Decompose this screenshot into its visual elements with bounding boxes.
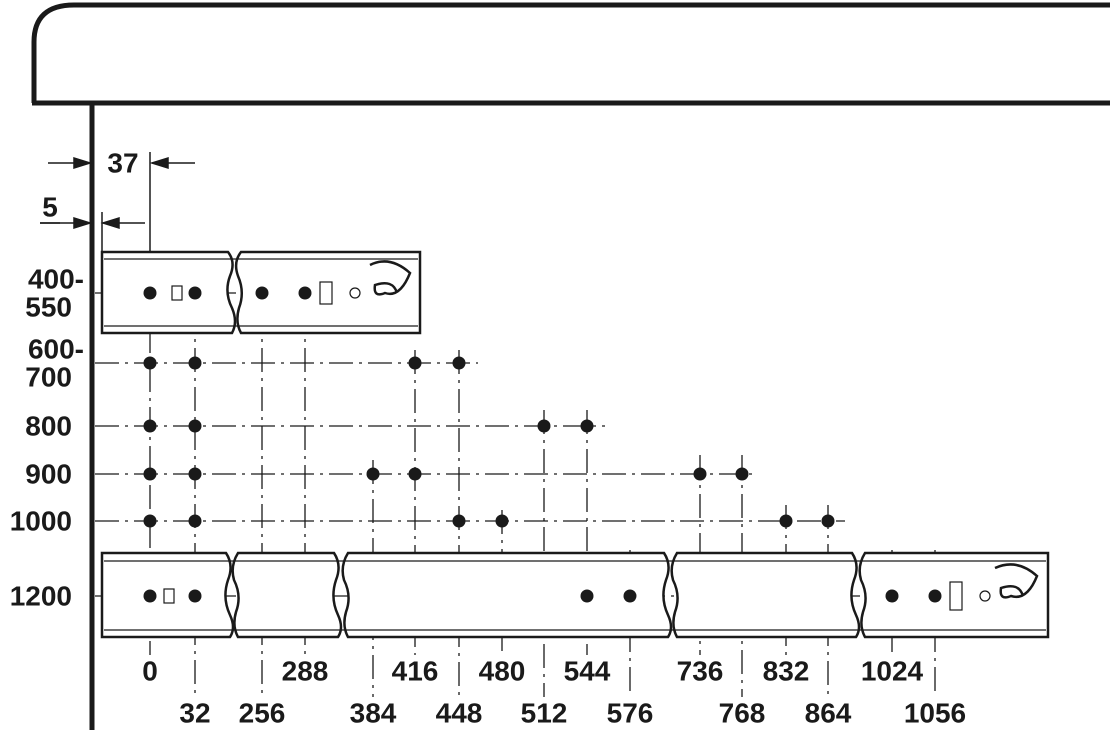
column-label: 480: [479, 655, 526, 686]
dimension-label: 37: [107, 147, 138, 178]
hole: [580, 419, 594, 433]
hole: [188, 356, 202, 370]
hole: [188, 467, 202, 481]
column-label: 832: [763, 655, 810, 686]
hole: [255, 286, 269, 300]
row-label: 1200: [10, 580, 72, 611]
column-label: 1024: [861, 655, 924, 686]
column-label: 256: [239, 697, 286, 728]
hole: [143, 589, 157, 603]
row-label: 700: [25, 361, 72, 392]
column-label: 288: [282, 655, 329, 686]
hole: [495, 514, 509, 528]
column-label: 736: [677, 655, 724, 686]
hole: [623, 589, 637, 603]
hole: [143, 356, 157, 370]
hole: [188, 514, 202, 528]
row-label: 550: [25, 291, 72, 322]
hole: [928, 589, 942, 603]
column-label: 1056: [904, 697, 966, 728]
hole: [143, 514, 157, 528]
column-label: 0: [142, 655, 158, 686]
hole: [143, 286, 157, 300]
hole: [735, 467, 749, 481]
column-label: 512: [521, 697, 568, 728]
hole: [188, 589, 202, 603]
hole: [408, 467, 422, 481]
column-label: 448: [436, 697, 483, 728]
drawer-rails: [100, 250, 1050, 639]
row-label: 800: [25, 410, 72, 441]
row-label: 400-: [28, 263, 84, 294]
dimension-37: [40, 152, 195, 290]
hole: [366, 467, 380, 481]
column-label: 32: [179, 697, 210, 728]
hole: [188, 419, 202, 433]
dimension-label: 5: [42, 191, 58, 222]
column-label: 544: [564, 655, 611, 686]
hole: [298, 286, 312, 300]
row-label: 1000: [10, 505, 72, 536]
hole: [452, 356, 466, 370]
rail-detail: [104, 258, 1046, 631]
hole: [537, 419, 551, 433]
column-label: 416: [392, 655, 439, 686]
hole: [779, 514, 793, 528]
countertop: [31, 2, 1110, 103]
column-label: 864: [805, 697, 852, 728]
hole: [188, 286, 202, 300]
column-label: 576: [607, 697, 654, 728]
hole: [885, 589, 899, 603]
hole: [452, 514, 466, 528]
row-label: 600-: [28, 333, 84, 364]
row-label: 900: [25, 458, 72, 489]
column-label: 768: [719, 697, 766, 728]
hole: [580, 589, 594, 603]
hole: [143, 419, 157, 433]
hole: [143, 467, 157, 481]
hole: [408, 356, 422, 370]
hole: [821, 514, 835, 528]
column-label: 384: [350, 697, 397, 728]
hole: [693, 467, 707, 481]
